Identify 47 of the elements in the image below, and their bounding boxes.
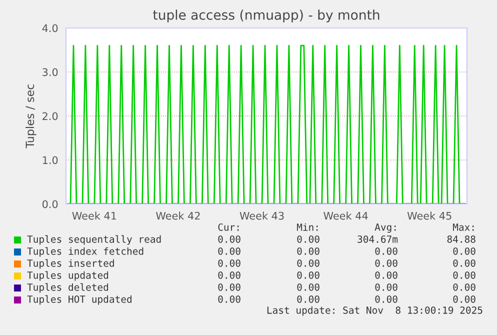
text: 0.00	[375, 271, 398, 279]
x-tick-label: Week 42	[156, 212, 200, 220]
text: 0.00	[218, 259, 240, 267]
text: 0.00	[375, 295, 398, 303]
legend-label: Tuples HOT updated	[27, 295, 132, 305]
text: 0.00	[453, 247, 476, 255]
x-tick-label: Week 45	[407, 212, 452, 220]
text: 0.00	[375, 247, 398, 255]
x-tick-label: Week 44	[324, 212, 368, 220]
y-axis-title: Tuples / sec	[25, 84, 36, 148]
text: Max:	[452, 224, 474, 231]
text: Last update: Sat Nov 8 13:00:19 2025	[267, 306, 482, 316]
legend-label: Tuples inserted	[27, 259, 114, 269]
text: 0.00	[218, 247, 240, 255]
text: 0.00	[218, 271, 240, 279]
text: Avg:	[374, 224, 396, 233]
legend-label: Tuples updated	[27, 271, 108, 281]
text: 0.00	[297, 295, 320, 303]
text: 304.67m	[358, 235, 398, 243]
text: 0.00	[218, 295, 240, 303]
text: Min:	[296, 223, 318, 231]
text: 0.00	[375, 283, 398, 291]
y-tick-label: 2.0	[42, 112, 58, 120]
text: 0.00	[453, 283, 476, 291]
y-tick-label: 3.0	[42, 68, 58, 76]
y-tick-label: 4.0	[42, 24, 58, 32]
text: 0.00	[218, 283, 240, 291]
text: Cur:	[218, 223, 239, 231]
x-tick-label: Week 41	[72, 212, 116, 220]
legend-label: Tuples deleted	[27, 283, 108, 293]
legend-label: Tuples index fetched	[27, 247, 144, 257]
text: 0.00	[375, 259, 398, 267]
y-tick-label: 1.0	[42, 156, 58, 164]
text: 0.00	[453, 271, 476, 279]
text: 0.00	[453, 295, 476, 303]
chart-title: tuple access (nmuapp) - by month	[153, 10, 380, 22]
text: 0.00	[453, 259, 476, 267]
text: 0.00	[297, 271, 320, 279]
y-tick-label: 0.0	[42, 200, 58, 208]
text: 84.88	[447, 235, 476, 243]
x-tick-label: Week 43	[240, 212, 284, 220]
text: 0.00	[297, 235, 320, 243]
legend-label: Tuples sequentally read	[27, 235, 161, 245]
text: 0.00	[218, 235, 240, 243]
text: 0.00	[297, 259, 320, 267]
text: 0.00	[297, 247, 320, 255]
text: 0.00	[297, 283, 320, 291]
